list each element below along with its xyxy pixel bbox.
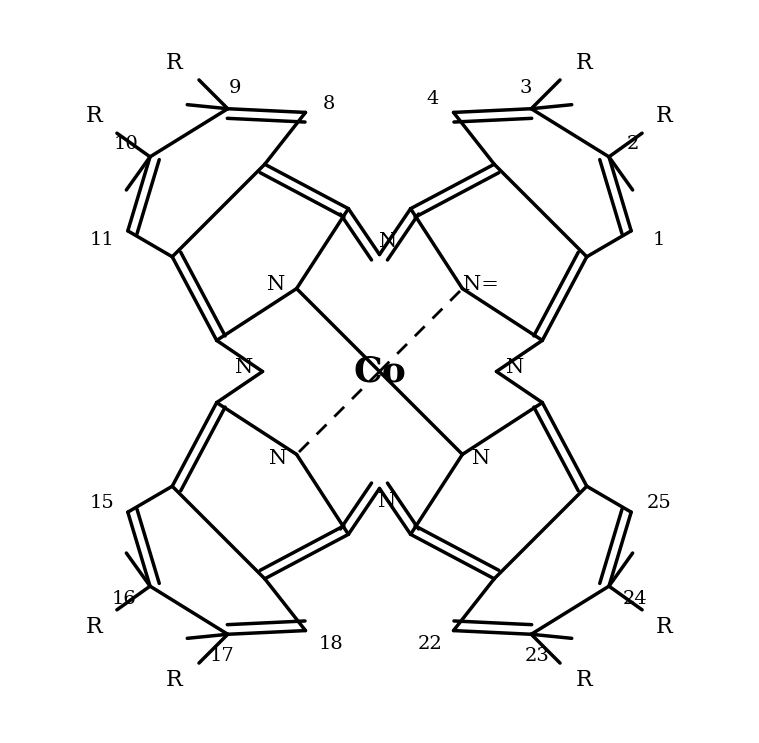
Text: N: N xyxy=(266,276,285,294)
Text: 22: 22 xyxy=(417,635,442,653)
Text: 18: 18 xyxy=(319,635,344,653)
Text: R: R xyxy=(86,105,103,127)
Text: 4: 4 xyxy=(427,90,439,108)
Text: N: N xyxy=(269,449,287,467)
Text: R: R xyxy=(656,105,673,127)
Text: N: N xyxy=(380,232,398,250)
Text: R: R xyxy=(576,669,593,691)
Text: N: N xyxy=(505,358,524,377)
Text: 10: 10 xyxy=(114,134,139,152)
Text: 8: 8 xyxy=(323,94,335,112)
Text: 9: 9 xyxy=(229,79,241,97)
Text: N: N xyxy=(378,493,396,511)
Text: 24: 24 xyxy=(622,591,647,609)
Text: 2: 2 xyxy=(626,134,639,152)
Text: R: R xyxy=(86,616,103,638)
Text: 15: 15 xyxy=(90,494,115,512)
Text: 3: 3 xyxy=(519,79,531,97)
Text: 17: 17 xyxy=(209,647,235,666)
Text: R: R xyxy=(656,616,673,638)
Text: R: R xyxy=(166,669,183,691)
Text: 25: 25 xyxy=(647,494,672,512)
Text: 16: 16 xyxy=(112,591,137,609)
Text: N: N xyxy=(235,358,254,377)
Text: R: R xyxy=(166,52,183,74)
Text: 23: 23 xyxy=(524,647,550,666)
Text: R: R xyxy=(576,52,593,74)
Text: N=: N= xyxy=(463,276,499,294)
Text: 1: 1 xyxy=(653,231,666,249)
Text: 11: 11 xyxy=(90,231,115,249)
Text: Co: Co xyxy=(353,354,406,389)
Text: N: N xyxy=(472,449,490,467)
